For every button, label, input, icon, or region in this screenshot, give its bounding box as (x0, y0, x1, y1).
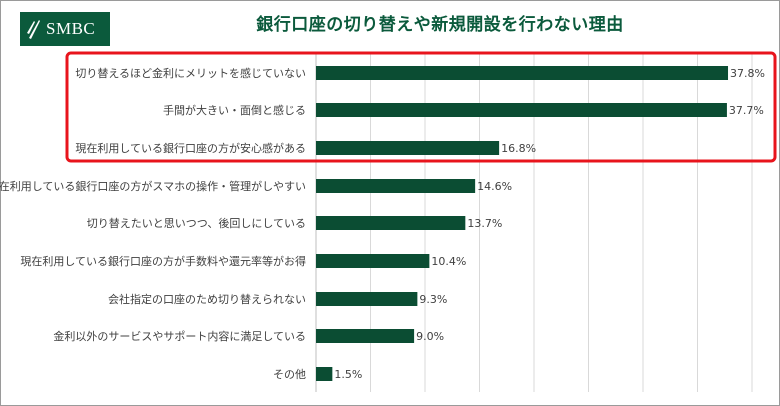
bar (316, 141, 500, 155)
data-label: 13.7% (467, 217, 502, 230)
bar (316, 329, 415, 343)
smbc-logo: SMBC (20, 12, 110, 46)
logo-text: SMBC (46, 19, 96, 38)
bar (316, 254, 430, 268)
category-label: その他 (273, 368, 306, 381)
category-label: 切り替えたいと思いつつ、後回しにしている (87, 216, 306, 230)
bar (316, 216, 466, 230)
category-label: 現在利用している銀行口座の方が手数料や還元率等がお得 (20, 254, 306, 268)
data-label: 9.0% (416, 330, 444, 343)
chart-title: 銀行口座の切り替えや新規開設を行わない理由 (256, 15, 624, 35)
data-label: 14.6% (477, 180, 512, 193)
category-label: 手間が大きい・面倒と感じる (163, 103, 306, 117)
highlight-box (65, 51, 777, 163)
data-label: 37.8% (730, 67, 765, 80)
data-label: 9.3% (419, 293, 447, 306)
bar (316, 367, 333, 381)
data-label: 1.5% (334, 368, 362, 381)
category-label: 金利以外のサービスやサポート内容に満足している (53, 329, 306, 343)
bar (316, 103, 727, 117)
data-label: 16.8% (501, 142, 536, 155)
data-label: 37.7% (729, 104, 764, 117)
bar (316, 292, 418, 306)
category-label: 会社指定の口座のため切り替えられない (108, 292, 306, 306)
category-label: 現在利用している銀行口座の方が安心感がある (75, 141, 306, 155)
smbc-leaf-icon (27, 20, 40, 39)
data-label: 10.4% (431, 255, 466, 268)
bar (316, 66, 729, 80)
bar (316, 179, 476, 193)
category-label: 現在利用している銀行口座の方がスマホの操作・管理がしやすい (0, 179, 306, 193)
category-label: 切り替えるほど金利にメリットを感じていない (75, 66, 306, 80)
